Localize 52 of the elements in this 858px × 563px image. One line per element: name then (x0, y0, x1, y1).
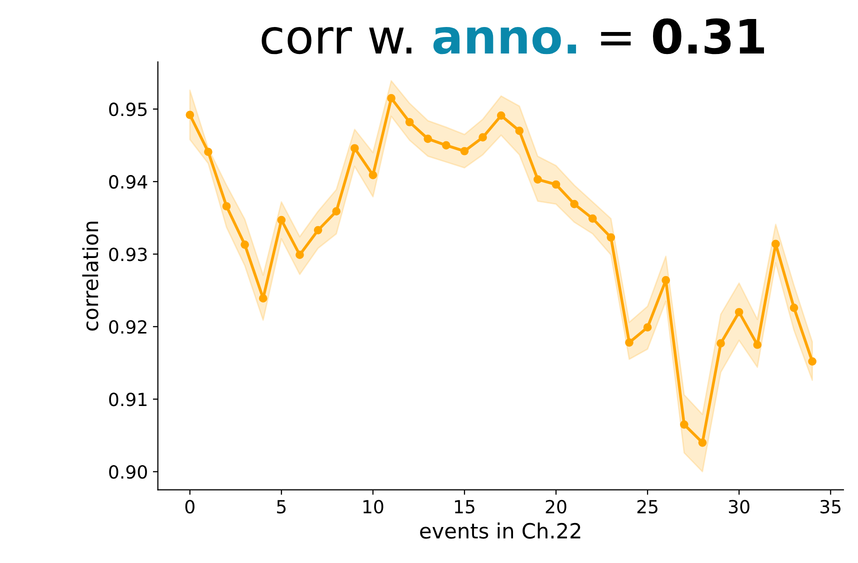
point (643, 323, 652, 332)
point (753, 340, 762, 349)
point (716, 339, 725, 348)
point (808, 357, 816, 366)
x-axis-title: events in Ch.22 (420, 522, 580, 539)
y-tick-label: 0.93 (109, 248, 147, 262)
x-tick-label: 20 (546, 500, 566, 514)
x-tick-label: 0 (185, 500, 194, 514)
y-tick-label: 0.92 (109, 320, 146, 334)
point (790, 304, 798, 312)
point (222, 202, 231, 210)
point (515, 126, 524, 135)
point (240, 240, 249, 249)
point (186, 110, 194, 120)
point (570, 200, 578, 208)
x-tick-label: 35 (820, 500, 841, 514)
point (405, 118, 414, 126)
point (258, 294, 268, 303)
point (350, 144, 359, 152)
y-axis-title: correlation (82, 222, 98, 331)
point (772, 240, 780, 248)
point (387, 94, 396, 102)
point (680, 420, 688, 429)
point (314, 226, 322, 234)
x-tick-label: 25 (637, 500, 658, 514)
y-tick-label: 0.91 (109, 392, 146, 406)
point (588, 214, 597, 223)
point (662, 276, 670, 284)
point (698, 438, 707, 447)
x-tick-label: 15 (454, 500, 474, 514)
y-tick-label: 0.95 (109, 102, 147, 116)
point (606, 233, 616, 242)
point (296, 250, 304, 260)
point (496, 111, 506, 120)
chart-title: corr w. anno. = 0.31 (262, 18, 764, 54)
point (332, 207, 341, 216)
point (625, 338, 634, 347)
y-tick-label: 0.94 (109, 175, 148, 189)
point (442, 141, 450, 150)
point (460, 146, 469, 156)
point (478, 133, 487, 142)
point (734, 308, 744, 316)
x-tick-label: 10 (363, 500, 384, 514)
point (204, 148, 212, 156)
x-tick-label: 30 (728, 500, 750, 514)
point (277, 216, 286, 224)
y-tick-label: 0.90 (109, 465, 147, 479)
point (534, 175, 542, 184)
x-tick-label: 5 (277, 500, 286, 514)
point (424, 134, 432, 143)
point (552, 180, 560, 189)
point (368, 170, 378, 180)
